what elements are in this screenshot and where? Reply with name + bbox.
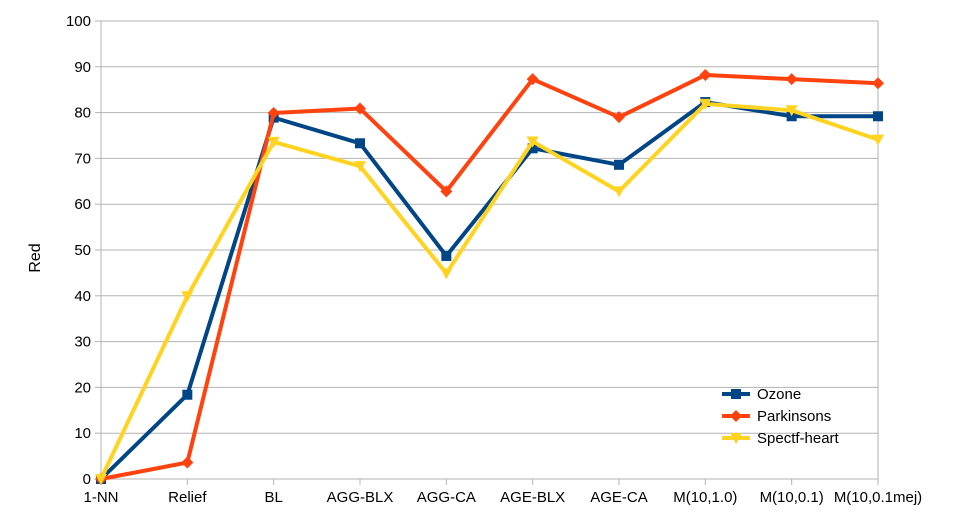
data-point <box>872 77 884 90</box>
legend-marker <box>731 389 741 399</box>
y-axis-label: Red <box>27 243 44 272</box>
y-tick-label: 70 <box>74 150 91 167</box>
x-tick-label: M(10,0.1) <box>760 489 824 506</box>
series-ozone <box>96 97 883 484</box>
data-point <box>526 136 539 148</box>
y-tick-label: 100 <box>66 13 91 30</box>
x-tick-label: Relief <box>168 489 207 506</box>
data-point <box>613 186 625 198</box>
legend-marker <box>730 410 742 422</box>
legend-item: Ozone <box>722 386 801 403</box>
data-point <box>613 111 625 124</box>
data-point <box>267 107 280 120</box>
series-line <box>99 100 878 481</box>
data-point <box>181 456 194 469</box>
data-point <box>95 474 107 485</box>
series-group <box>95 69 884 485</box>
y-tick-label: 40 <box>74 288 91 305</box>
legend: Ozone Parkinsons Spectf-heart <box>722 386 840 447</box>
x-tick-label: AGG-CA <box>417 489 476 506</box>
data-point <box>182 389 193 400</box>
legend-item: Parkinsons <box>722 408 831 425</box>
legend-item: Spectf-heart <box>722 430 840 447</box>
y-tick-label: 30 <box>74 334 91 351</box>
data-point <box>267 136 280 148</box>
y-tick-label: 0 <box>83 471 91 488</box>
data-point <box>440 185 453 198</box>
data-point <box>440 268 453 280</box>
x-tick-label: M(10,0.1mej) <box>834 489 922 506</box>
data-point <box>614 159 624 170</box>
legend-label: Ozone <box>757 386 801 403</box>
y-tick-label: 60 <box>74 196 91 213</box>
data-point <box>354 161 366 173</box>
x-tick-label: 1-NN <box>83 489 118 506</box>
data-point <box>355 138 365 149</box>
y-tick-label: 20 <box>74 379 91 396</box>
x-tick-label: M(10,1.0) <box>673 489 737 506</box>
x-tick-label: AGG-BLX <box>327 489 394 506</box>
y-tick-label: 80 <box>74 105 91 122</box>
legend-label: Parkinsons <box>757 408 831 425</box>
data-point <box>526 73 539 86</box>
legend-label: Spectf-heart <box>757 430 840 447</box>
data-point <box>785 73 798 86</box>
y-tick-label: 10 <box>74 425 91 442</box>
legend-marker <box>730 433 742 444</box>
data-point <box>354 102 366 115</box>
data-point <box>527 143 538 154</box>
data-point <box>699 69 712 82</box>
series-spectf-heart <box>95 98 884 485</box>
series-line <box>100 73 879 481</box>
data-point <box>441 250 452 261</box>
y-tick-label: 90 <box>74 59 91 76</box>
data-point <box>873 111 883 122</box>
data-point <box>181 291 194 303</box>
data-point <box>872 134 884 146</box>
tick-labels: 0 10 20 30 40 50 60 70 80 90 100 1-NN Relief BL AGG-BL… <box>66 13 922 506</box>
data-point <box>785 105 798 117</box>
x-tick-label: AGE-BLX <box>500 489 565 506</box>
series-line <box>99 101 879 480</box>
data-point <box>699 98 712 110</box>
x-tick-label: BL <box>264 489 282 506</box>
x-tick-label: AGE-CA <box>590 489 648 506</box>
series-parkinsons <box>95 69 884 485</box>
y-tick-label: 50 <box>74 242 91 259</box>
